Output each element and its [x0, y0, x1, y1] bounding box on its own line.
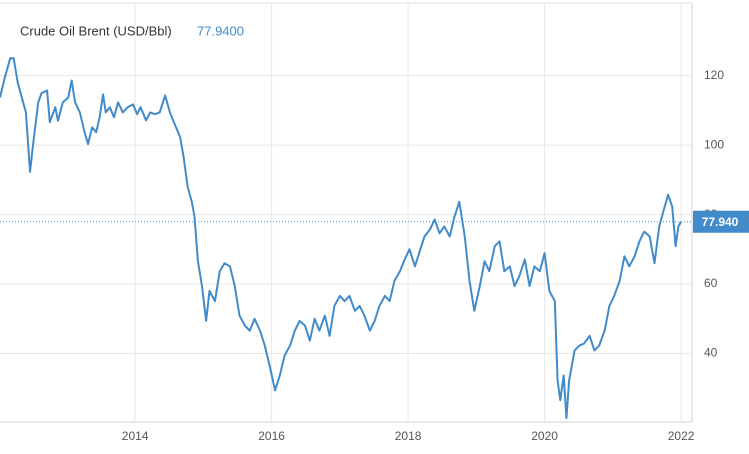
x-tick-label: 2014: [122, 429, 149, 443]
last-value-marker-label: 77.940: [702, 215, 739, 229]
y-tick-label: 120: [704, 68, 724, 82]
last-value-marker: [693, 210, 749, 233]
price-line: [0, 57, 682, 420]
x-tick-label: 2018: [395, 429, 422, 443]
y-tick-label: 40: [704, 346, 718, 360]
x-tick-label: 2016: [258, 429, 285, 443]
last-value-label: 77.9400: [197, 23, 244, 38]
y-tick-label: 60: [704, 276, 718, 290]
x-tick-label: 2020: [531, 429, 558, 443]
y-tick-label: 100: [704, 137, 724, 151]
chart-title: Crude Oil Brent (USD/Bbl): [20, 23, 172, 38]
x-tick-label: 2022: [668, 429, 695, 443]
